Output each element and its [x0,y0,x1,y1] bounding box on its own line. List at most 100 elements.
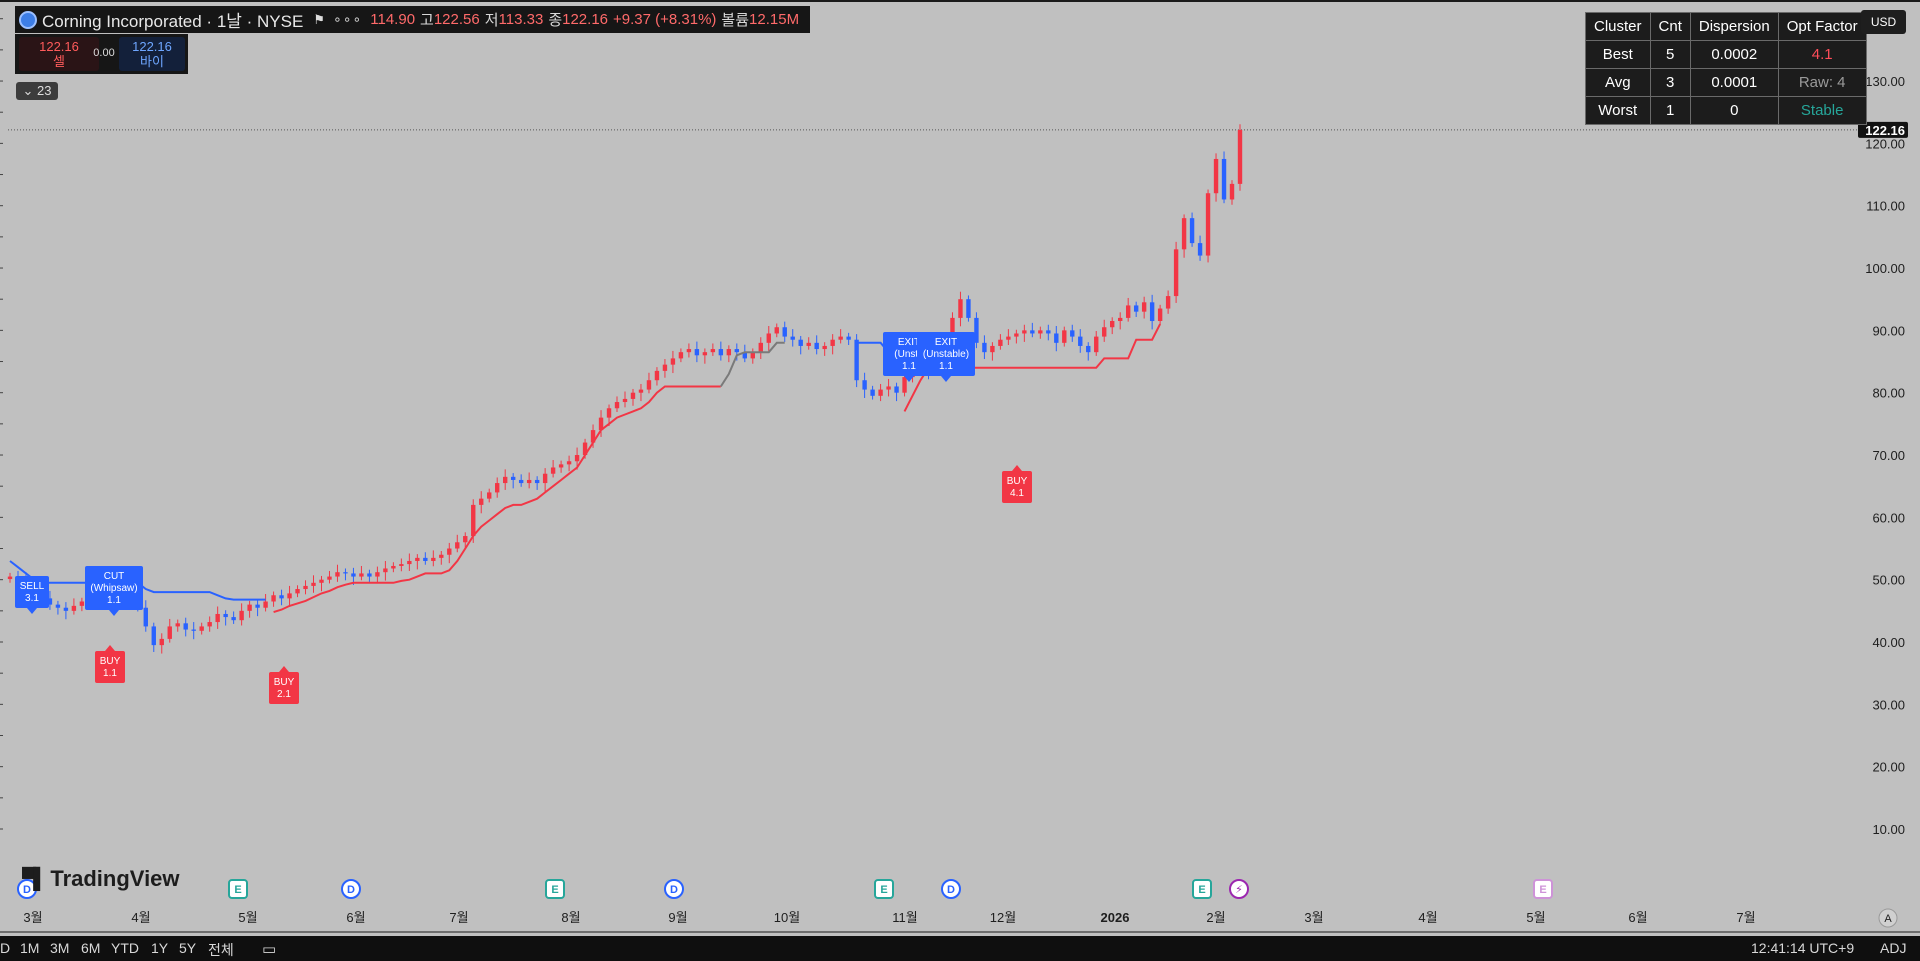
range-button[interactable]: 1M [20,940,40,956]
signal-pointer [105,645,115,651]
currency-selector[interactable]: USD [1861,10,1906,34]
close-value: 122.16 [562,11,609,28]
time-tick-label: 2월 [1206,910,1225,925]
calendar-icon[interactable]: ▭ [262,941,277,958]
signal-text: 3.1 [25,593,39,604]
candle-body [1094,336,1099,353]
signal-text: EXIT [898,337,920,348]
signal-text: 4.1 [1010,488,1024,499]
table-row: Best 5 0.0002 4.1 [1585,40,1867,69]
indicator-collapse-button[interactable]: ⌄ 23 [16,82,58,100]
candle-body [183,623,188,630]
range-button[interactable]: 5Y [179,940,197,956]
event-marker: E [228,879,248,899]
candle-body [982,342,987,353]
candle-body [894,386,899,393]
candle-body [295,589,300,594]
candle-body [886,386,891,390]
table-cell: Best [1585,40,1651,69]
time-tick-label: 3월 [23,910,42,925]
symbol-title[interactable]: Corning Incorporated · 1날 · NYSE [42,12,304,31]
event-icon-earnings [545,879,565,899]
candle-body [343,572,348,574]
chevron-down-icon: ⌄ [22,83,34,98]
candle-body [1014,333,1019,337]
candle-body [439,554,444,558]
event-text: E [880,884,887,896]
candle-body [271,595,276,602]
candle-body [622,398,628,403]
candle-body [742,352,748,359]
candle-body [1237,129,1243,184]
candle-body [822,345,827,350]
candle-body [838,336,843,340]
spread-value: 0.00 [93,47,115,59]
event-marker: E [545,879,565,899]
adj-button[interactable]: ADJ [1880,940,1907,956]
candle-body [335,572,340,577]
range-button[interactable]: 6M [81,940,101,956]
event-text: D [347,884,355,896]
candle-body [191,629,196,631]
candle-body [854,339,859,381]
clock[interactable]: 12:41:14 UTC+9 [1751,940,1855,956]
candle-body [1133,305,1139,312]
candle-body [255,604,260,608]
price-tick-label: 80.00 [1872,386,1905,401]
candle-body [1189,218,1195,244]
time-tick-label: 4월 [131,910,150,925]
signal-box [85,566,143,610]
candle-body [1149,302,1155,322]
candle-body [750,352,755,359]
candle-body [726,349,732,356]
event-marker: E [1533,879,1553,899]
candle-body [1157,308,1163,322]
event-icon-earnings [1192,879,1212,899]
table-cell: Worst [1585,96,1651,125]
auto-scale-circle [1878,908,1898,928]
table-cell: 0 [1689,96,1779,125]
table-cell: 1 [1649,96,1691,125]
range-button[interactable]: D [0,940,11,956]
time-tick-label: 10월 [774,910,800,925]
candle-body [431,557,436,561]
candle-body [582,442,588,456]
table-cell-opt: 4.1 [1777,40,1867,69]
more-icon[interactable]: ∘∘∘ [332,11,363,27]
sell-button[interactable]: 122.16 셀 [19,37,99,71]
candle-body [407,560,412,565]
table-row: Worst 1 0 Stable [1585,96,1867,125]
buy-button[interactable]: 122.16 바이 [119,37,185,71]
candle-body [383,568,388,573]
candle-body [1110,321,1115,328]
signal-label-sell: EXIT(Unstable)1.1 [917,332,975,382]
flag-icon[interactable]: ⚑ [313,11,325,27]
candle-body [678,352,684,359]
candle-body [710,349,716,353]
range-button[interactable]: 전체 [208,942,234,958]
last-price-tag [1858,121,1908,138]
signal-box [269,672,299,704]
time-tick-label: 7월 [449,910,468,925]
signal-pointer [279,666,289,672]
candle-body [175,623,180,627]
event-text: E [551,884,558,896]
time-tick-label: 8월 [561,910,580,925]
range-button[interactable]: 3M [50,940,70,956]
time-tick-label: 9월 [668,910,687,925]
candle-body [167,626,172,639]
range-button[interactable]: 1Y [151,940,169,956]
candle-body [263,601,268,608]
candle-body [239,610,244,621]
chart-background [0,0,1920,936]
symbol-header[interactable]: Corning Incorporated · 1날 · NYSE ⚑ ∘∘∘ 1… [15,6,811,33]
candle-body [574,455,580,462]
candle-body [1117,317,1123,322]
table-cell-opt: Stable [1777,96,1867,125]
range-button[interactable]: YTD [111,940,139,956]
candle-body [534,479,540,484]
event-icon-earnings [228,879,248,899]
